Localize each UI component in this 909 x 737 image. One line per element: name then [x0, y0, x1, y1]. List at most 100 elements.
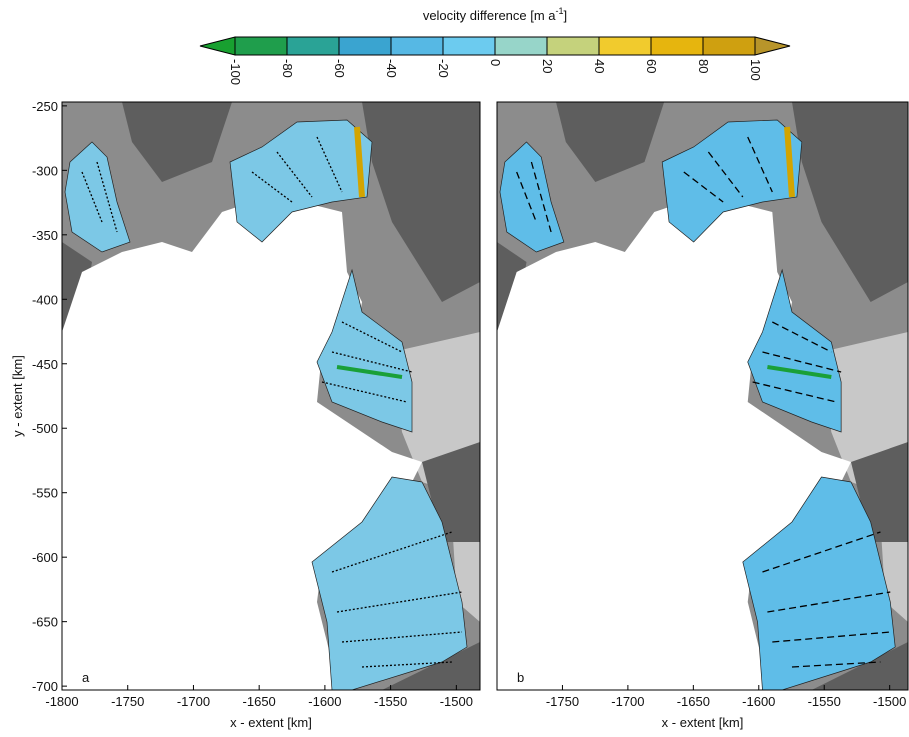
map-panel	[497, 102, 908, 690]
colorbar-title: velocity difference [m a-1]	[423, 6, 567, 23]
x-tick-label: -1650	[243, 694, 276, 709]
x-tick-label: -1600	[308, 694, 341, 709]
x-tick-label: -1500	[440, 694, 473, 709]
colorbar-tick-label: -80	[280, 59, 295, 78]
flow-line	[752, 381, 837, 403]
colorbar-segment	[650, 36, 704, 56]
dark-area	[362, 102, 480, 302]
colorbar-tick-label: 60	[644, 59, 659, 73]
colorbar-segment	[442, 36, 496, 56]
x-tick-label: -1650	[677, 694, 710, 709]
flow-line	[762, 531, 881, 573]
flow-line	[762, 351, 842, 373]
flow-line	[341, 321, 403, 353]
colorbar-segment	[494, 36, 548, 56]
y-tick-label: -700	[32, 679, 58, 694]
flow-line	[530, 161, 552, 233]
ocean	[62, 202, 422, 690]
flow-line	[683, 171, 724, 203]
x-tick-label: -1750	[111, 694, 144, 709]
anomaly-streak	[767, 365, 832, 379]
ocean	[497, 202, 851, 690]
anomaly-streak	[336, 365, 403, 379]
flow-line	[516, 171, 537, 223]
flow-line	[251, 171, 293, 203]
y-tick-label: -550	[32, 486, 58, 501]
x-axis-label: x - extent [km]	[230, 715, 312, 730]
flow-line	[361, 661, 453, 668]
glacier	[661, 119, 803, 243]
dark-area	[497, 242, 527, 332]
x-axis-label: x - extent [km]	[662, 715, 744, 730]
flow-line	[276, 151, 313, 198]
colorbar-segment	[286, 36, 340, 56]
flow-line	[767, 591, 891, 613]
y-tick-label: -300	[32, 163, 58, 178]
y-tick-label: -250	[32, 99, 58, 114]
x-tick-label: -1700	[611, 694, 644, 709]
colorbar-extend	[199, 36, 236, 56]
anomaly-streak	[354, 126, 365, 198]
colorbar-tick-label: 100	[748, 59, 763, 81]
dark-area	[791, 102, 908, 302]
x-tick-label: -1700	[177, 694, 210, 709]
colorbar-segment	[234, 36, 288, 56]
x-tick-label: -1600	[742, 694, 775, 709]
x-tick-label: -1500	[873, 694, 906, 709]
glacier	[64, 141, 131, 253]
dark-area	[811, 642, 908, 690]
colorbar-tick-label: -20	[436, 59, 451, 78]
flow-line	[336, 591, 463, 613]
colorbar-extend	[754, 36, 791, 56]
flow-line	[96, 161, 118, 233]
dark-area	[555, 102, 665, 182]
x-tick-label: -1550	[808, 694, 841, 709]
colorbar-segment	[702, 36, 756, 56]
map-panel	[62, 102, 480, 690]
x-tick-label: -1800	[45, 694, 78, 709]
x-tick-label: -1750	[546, 694, 579, 709]
panel-label: a	[82, 670, 90, 685]
anomaly-streak	[784, 126, 795, 198]
flow-line	[772, 321, 832, 353]
colorbar-tick-label: 80	[696, 59, 711, 73]
colorbar-tick-label: 40	[592, 59, 607, 73]
panel-frame	[496, 101, 909, 691]
glacier	[742, 476, 896, 690]
flow-line	[707, 151, 744, 198]
flow-line	[341, 631, 463, 643]
colorbar-tick-label: 20	[540, 59, 555, 73]
flow-line	[331, 351, 413, 373]
colorbar-segment	[598, 36, 652, 56]
y-tick-label: -400	[32, 292, 58, 307]
y-tick-label: -600	[32, 550, 58, 565]
panel-label: b	[517, 670, 524, 685]
colorbar-segment	[338, 36, 392, 56]
flow-line	[321, 381, 408, 403]
colorbar-tick-label: -60	[332, 59, 347, 78]
panel-frame	[61, 101, 481, 691]
glacier	[229, 119, 373, 243]
flow-line	[772, 631, 891, 643]
x-tick-label: -1550	[374, 694, 407, 709]
y-tick-label: -650	[32, 615, 58, 630]
y-axis-label: y - extent [km]	[10, 355, 25, 437]
colorbar-tick-label: 0	[488, 59, 503, 66]
colorbar-tick-label: -100	[228, 59, 243, 85]
flow-line	[747, 136, 773, 193]
glacier	[311, 476, 468, 690]
dark-area	[122, 102, 232, 182]
flow-line	[791, 661, 881, 668]
y-tick-label: -450	[32, 357, 58, 372]
glacier	[316, 268, 413, 433]
colorbar-segment	[546, 36, 600, 56]
y-tick-label: -350	[32, 228, 58, 243]
colorbar-segment	[390, 36, 444, 56]
colorbar-tick-label: -40	[384, 59, 399, 78]
flow-line	[81, 171, 103, 223]
flow-line	[331, 531, 453, 573]
glacier	[747, 268, 842, 433]
glacier	[499, 141, 565, 253]
y-tick-label: -500	[32, 421, 58, 436]
